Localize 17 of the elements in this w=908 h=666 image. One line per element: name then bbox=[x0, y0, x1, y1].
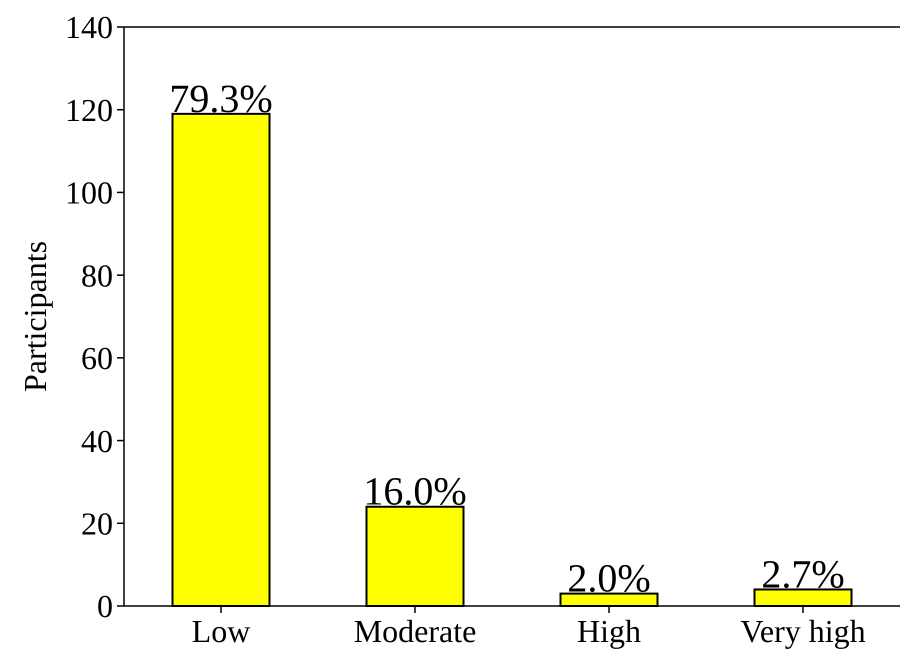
x-tick-label: Moderate bbox=[354, 613, 476, 649]
annotation: 2.0% bbox=[567, 556, 651, 601]
x-tick-label: Low bbox=[192, 613, 250, 649]
y-tick-label: 60 bbox=[81, 340, 113, 376]
annotation: 16.0% bbox=[363, 468, 467, 514]
y-tick-label: 80 bbox=[81, 257, 113, 294]
x-tick-label: High bbox=[577, 613, 641, 649]
annotation: 2.7% bbox=[761, 551, 845, 596]
y-tick-label: 120 bbox=[65, 92, 113, 128]
x-tick-label: Very high bbox=[740, 613, 866, 649]
y-axis-title: Participants bbox=[17, 240, 53, 392]
y-tick-label: 0 bbox=[97, 588, 113, 624]
y-tick-label: 20 bbox=[81, 505, 113, 542]
y-tick-label: 140 bbox=[65, 9, 113, 46]
y-tick-label: 40 bbox=[81, 422, 113, 459]
y-tick-label: 100 bbox=[65, 174, 113, 211]
annotation: 79.3% bbox=[169, 76, 273, 121]
